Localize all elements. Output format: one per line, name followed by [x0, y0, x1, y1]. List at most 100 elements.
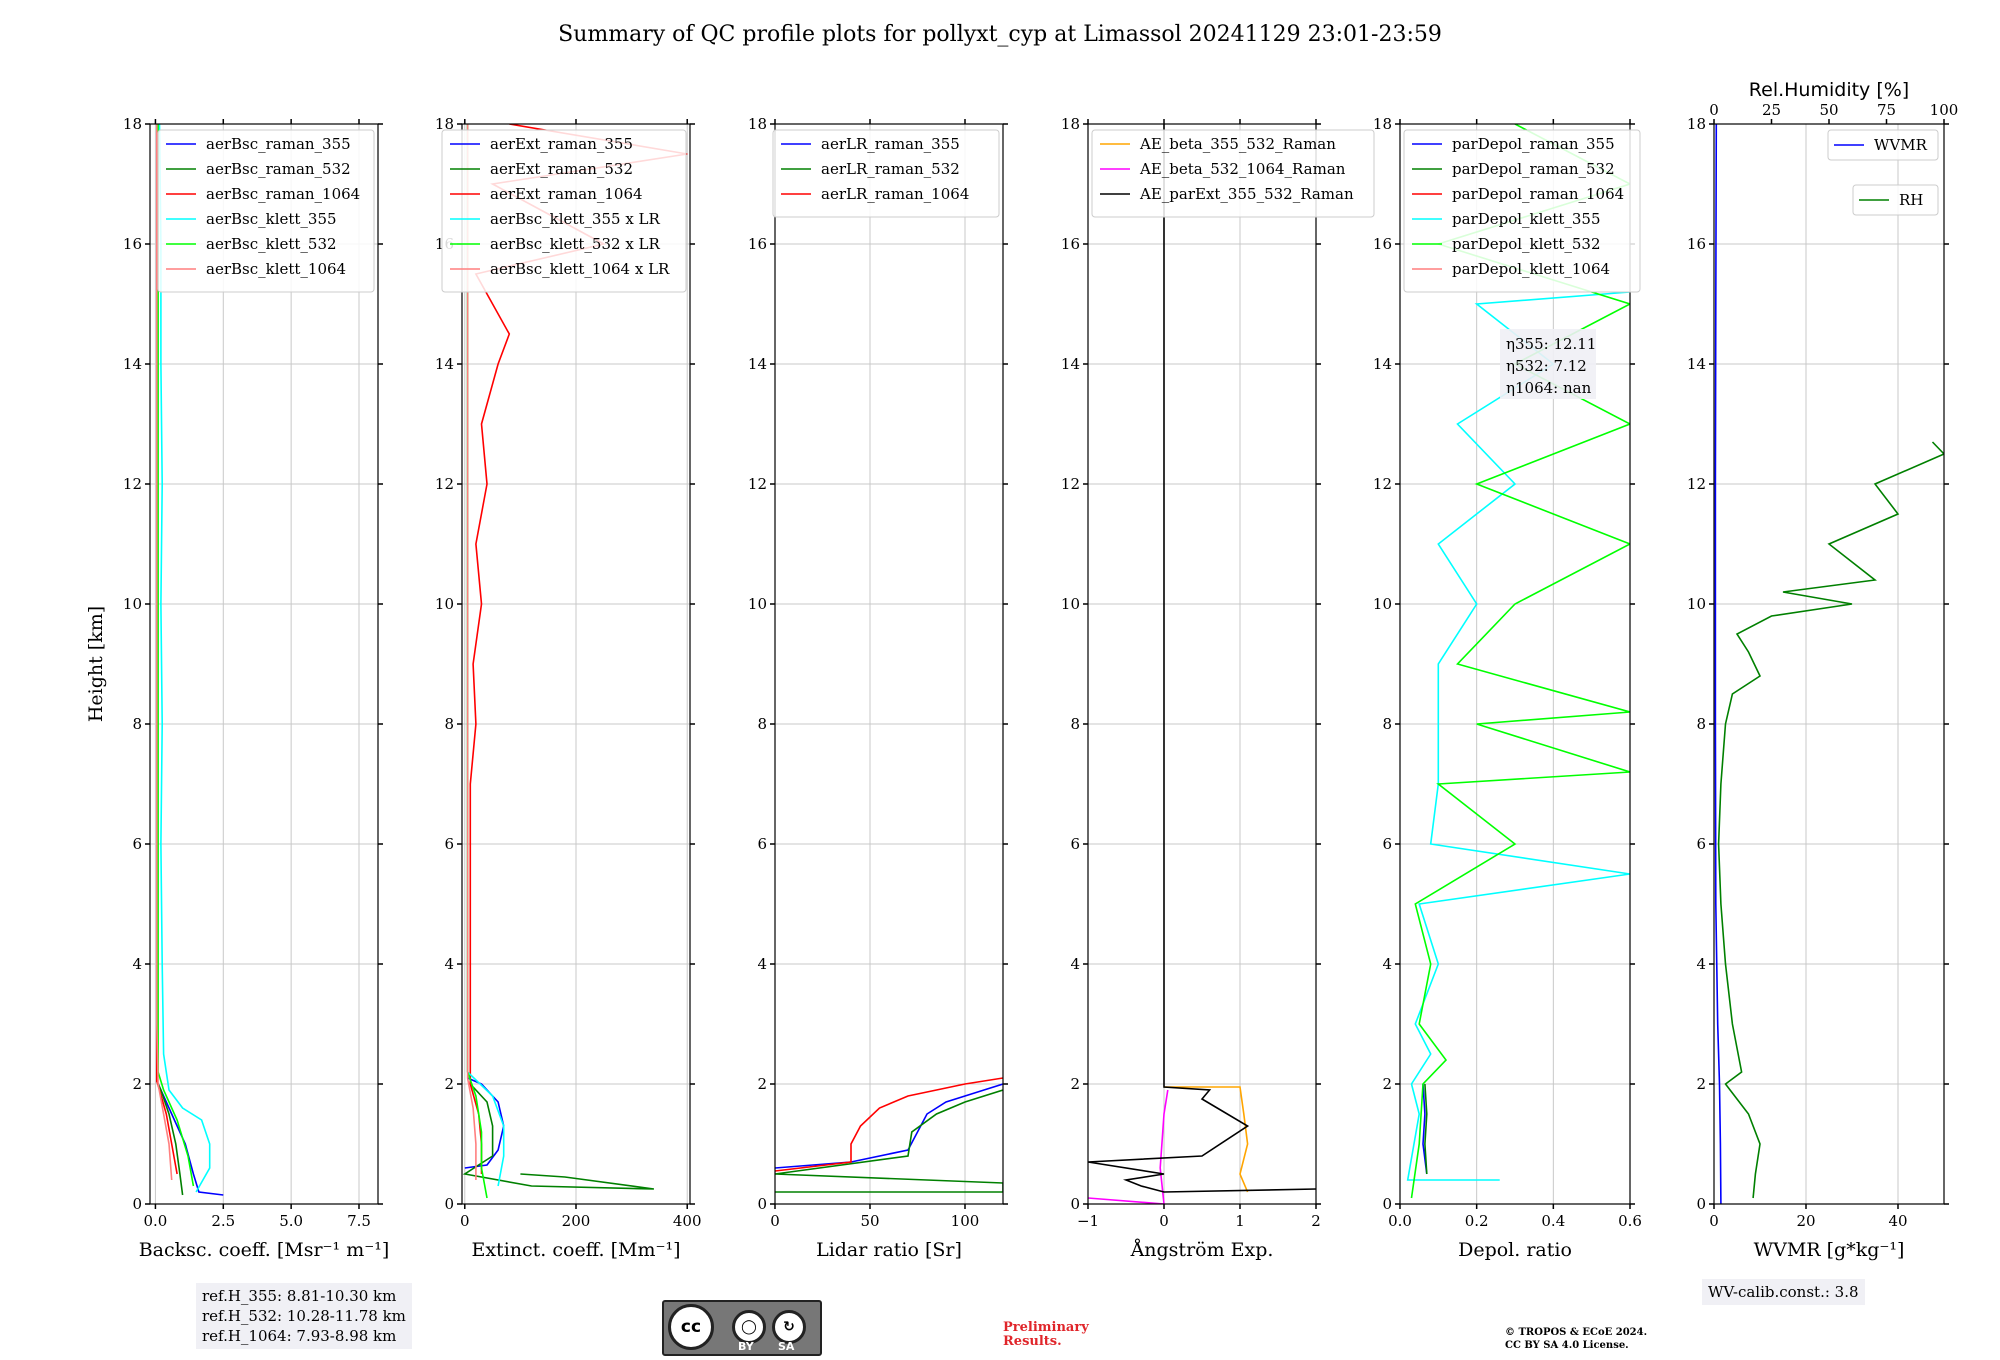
series-line-aerBsc_klett_355: [158, 124, 211, 1193]
top-x-tick-label: 25: [1762, 101, 1781, 119]
preliminary-line-2: Results.: [1003, 1334, 1062, 1349]
top-x-tick-label: 50: [1819, 101, 1838, 119]
y-tick-label: 18: [1373, 115, 1392, 133]
series-line-AE_parExt_355_532_Raman: [1088, 124, 1316, 1193]
series-line-aerLR_raman_355: [775, 1083, 1003, 1169]
legend-label: aerBsc_raman_1064: [206, 185, 360, 203]
series-line-parDepol_raman_532: [1424, 1083, 1428, 1175]
legend-label: aerExt_raman_1064: [490, 185, 643, 203]
series-group: [775, 1077, 1003, 1193]
y-tick-label: 6: [757, 835, 767, 853]
panel-extinction: 0246810121416180200400Extinct. coeff. [M…: [435, 115, 702, 1261]
y-tick-label: 6: [1070, 835, 1080, 853]
legend-label: parDepol_klett_355: [1452, 210, 1601, 228]
y-tick-label: 10: [435, 595, 454, 613]
y-tick-label: 10: [123, 595, 142, 613]
axes-frame: [774, 123, 1004, 1205]
series-group: [1088, 124, 1316, 1204]
series-group: [1714, 124, 1944, 1204]
y-tick-label: 0: [444, 1195, 454, 1213]
legend-label: parDepol_raman_532: [1452, 160, 1615, 178]
y-tick-label: 10: [748, 595, 767, 613]
y-tick-label: 0: [132, 1195, 142, 1213]
legend-label: parDepol_klett_532: [1452, 235, 1601, 253]
y-tick-label: 18: [1687, 115, 1706, 133]
y-tick-label: 6: [1382, 835, 1392, 853]
ref-height-532: ref.H_532: 10.28-11.78 km: [202, 1307, 406, 1325]
copyright-line-1: © TROPOS & ECoE 2024.: [1505, 1327, 1648, 1338]
y-tick-label: 8: [1070, 715, 1080, 733]
eta-annotation-line: η355: 12.11: [1506, 335, 1596, 353]
y-tick-label: 4: [132, 955, 142, 973]
legend-label: aerLR_raman_355: [821, 135, 960, 153]
legend-box: [1091, 129, 1375, 218]
series-line-aerBsc_klett_1064: [156, 124, 173, 1181]
y-tick-label: 14: [123, 355, 142, 373]
y-tick-label: 10: [1687, 595, 1706, 613]
legend-label: aerBsc_klett_355 x LR: [490, 210, 661, 228]
y-tick-label: 4: [1382, 955, 1392, 973]
legend-label: parDepol_klett_1064: [1452, 260, 1610, 278]
legend: WVMR RH: [1827, 129, 1939, 216]
legend-label: aerBsc_klett_532 x LR: [490, 235, 661, 253]
y-tick-label: 8: [444, 715, 454, 733]
y-tick-label: 12: [1687, 475, 1706, 493]
y-tick-label: 8: [132, 715, 142, 733]
eta-annotation-line: η1064: nan: [1506, 379, 1592, 397]
y-tick-label: 6: [132, 835, 142, 853]
top-x-tick-label: 100: [1930, 101, 1959, 119]
y-tick-label: 14: [1373, 355, 1392, 373]
preliminary-line-1: Preliminary: [1003, 1320, 1089, 1335]
x-tick-label: 0: [460, 1212, 470, 1230]
y-tick-label: 2: [1382, 1075, 1392, 1093]
y-tick-label: 4: [1696, 955, 1706, 973]
y-tick-label: 12: [435, 475, 454, 493]
y-tick-label: 12: [748, 475, 767, 493]
y-axis-label: Height [km]: [85, 606, 107, 722]
x-tick-label: 50: [860, 1212, 879, 1230]
x-tick-label: 1: [1235, 1212, 1245, 1230]
legend-box: [772, 129, 1000, 218]
x-tick-label: 0.0: [143, 1212, 167, 1230]
axes-frame: [1399, 123, 1631, 1205]
y-tick-label: 6: [444, 835, 454, 853]
cc-license-badge: cc ◯ ↻ BY SA: [662, 1300, 822, 1356]
y-tick-label: 0: [1696, 1195, 1706, 1213]
y-tick-label: 8: [1382, 715, 1392, 733]
legend-box: [1827, 129, 1939, 161]
y-tick-label: 16: [123, 235, 142, 253]
x-tick-label: 2.5: [211, 1212, 235, 1230]
legend: aerExt_raman_355 aerExt_raman_532 aerExt_r…: [441, 129, 687, 293]
x-tick-label: −1: [1077, 1212, 1099, 1230]
legend-label: aerLR_raman_1064: [821, 185, 969, 203]
ref-height-1064: ref.H_1064: 7.93-8.98 km: [202, 1327, 397, 1345]
preliminary-results-note: Preliminary Results.: [1003, 1321, 1089, 1349]
legend-box: [1852, 184, 1939, 216]
y-tick-label: 14: [1687, 355, 1706, 373]
panel-backscatter: 0 2 4 6 8 10 12 14 16 18 0.0 2.5 5.0 7.5 Backsc. coeff…: [123, 115, 389, 1261]
axes-frame: [1713, 123, 1945, 1205]
y-tick-label: 18: [1061, 115, 1080, 133]
y-tick-label: 12: [1061, 475, 1080, 493]
attribution-icon: ◯: [732, 1310, 766, 1344]
top-x-axis-label: Rel.Humidity [%]: [1749, 79, 1909, 101]
axes-frame: [149, 123, 379, 1205]
y-tick-label: 12: [1373, 475, 1392, 493]
copyright-line-2: CC BY SA 4.0 License.: [1505, 1340, 1629, 1351]
cc-sa-label: SA: [778, 1340, 795, 1353]
legend-label: RH: [1899, 191, 1923, 209]
x-axis-label: Backsc. coeff. [Msr⁻¹ m⁻¹]: [139, 1239, 390, 1261]
wv-calibration-note: WV-calib.const.: 3.8: [1702, 1279, 1865, 1305]
legend-label: parDepol_raman_355: [1452, 135, 1615, 153]
y-tick-label: 0: [1070, 1195, 1080, 1213]
y-tick-label: 16: [1373, 235, 1392, 253]
y-tick-label: 18: [435, 115, 454, 133]
legend-label: AE_beta_355_532_Raman: [1139, 135, 1336, 153]
y-tick-label: 16: [1061, 235, 1080, 253]
legend: aerLR_raman_355 aerLR_raman_532 aerLR_rama…: [772, 129, 1000, 218]
series-line-WVMR: [1714, 124, 1722, 1204]
series-line-aerLR_raman_1064: [775, 1077, 1003, 1172]
y-tick-label: 14: [1061, 355, 1080, 373]
x-axis-label: Ångström Exp.: [1130, 1239, 1274, 1261]
series-line-AE_beta_532_1064_Raman: [1088, 1089, 1169, 1204]
